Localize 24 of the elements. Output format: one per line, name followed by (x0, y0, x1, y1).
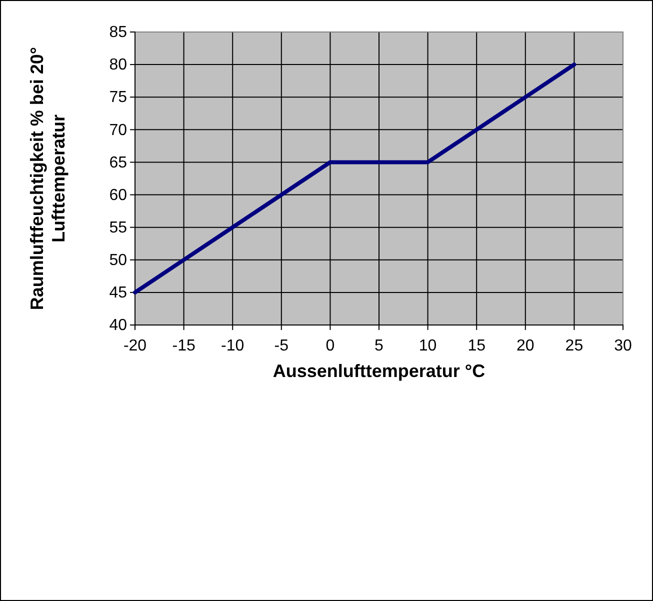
x-tick-label: 25 (565, 338, 584, 355)
y-tick-label: 70 (109, 122, 128, 139)
y-tick-label: 85 (109, 24, 128, 42)
y-tick-label: 45 (109, 284, 128, 302)
y-tick-label: 75 (109, 89, 128, 106)
y-tick-label: 40 (109, 317, 128, 334)
x-tick-label: 30 (614, 338, 632, 355)
y-tick-label: 80 (109, 56, 128, 74)
y-tick-label: 55 (109, 219, 128, 236)
line-series (133, 62, 576, 294)
x-tick-label: -10 (221, 338, 244, 355)
y-axis-title: Raumluftfeuchtigkeit % bei 20° Lufttemperatur (27, 46, 69, 310)
x-tick-label: -20 (123, 338, 147, 355)
x-tick-label: 10 (418, 338, 437, 355)
x-tick-label: 0 (326, 338, 335, 355)
y-tick-label: 65 (109, 154, 128, 172)
x-tick-label: 15 (468, 338, 486, 355)
y-tick-label: 50 (109, 252, 128, 270)
x-tick-label: 20 (516, 338, 534, 355)
x-axis-title: Aussenlufttemperatur °C (272, 361, 486, 381)
x-tick-label: -5 (274, 338, 289, 355)
y-tick-label: 60 (109, 186, 128, 204)
x-tick-label: 5 (374, 338, 384, 355)
x-tick-label: -15 (172, 338, 196, 355)
